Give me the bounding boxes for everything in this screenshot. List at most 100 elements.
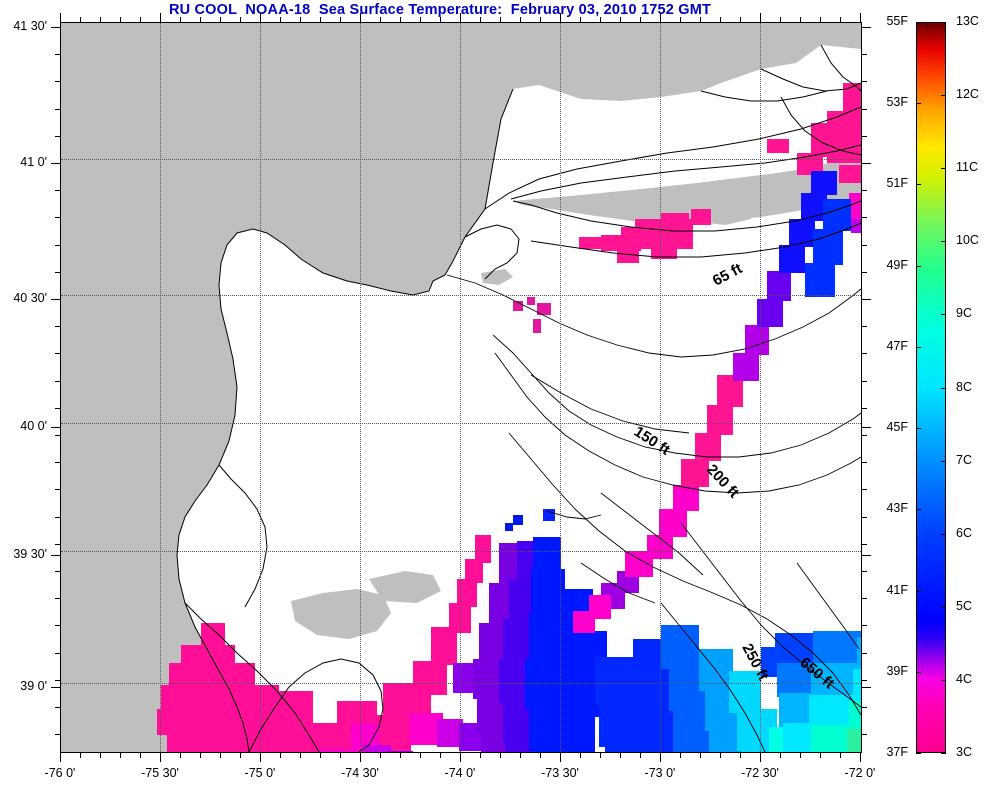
x-axis-minor-tick-top xyxy=(340,17,341,22)
y-axis-minor-tick xyxy=(55,326,60,327)
colorbar-tick-left xyxy=(916,509,921,510)
x-axis-tick xyxy=(260,753,261,762)
x-axis-minor-tick xyxy=(800,753,801,758)
x-axis-minor-tick-top xyxy=(420,17,421,22)
x-axis-label: -74 30' xyxy=(341,766,379,780)
x-axis-minor-tick xyxy=(300,753,301,758)
colorbar-tick-right xyxy=(941,388,946,389)
x-axis-minor-tick xyxy=(680,753,681,758)
y-axis-label: 41 0' xyxy=(20,155,47,169)
graticule-line xyxy=(61,683,861,684)
coastline-layer xyxy=(176,44,861,752)
colorbar-fahrenheit-label: 39F xyxy=(886,663,908,678)
y-axis-minor-tick xyxy=(55,190,60,191)
x-axis-minor-tick xyxy=(740,753,741,758)
y-axis-minor-tick-right xyxy=(862,598,867,599)
y-axis-minor-tick-right xyxy=(862,81,867,82)
colorbar-celsius-label: 4C xyxy=(956,671,972,686)
x-axis-minor-tick xyxy=(620,753,621,758)
colorbar-fahrenheit-label: 41F xyxy=(886,582,908,597)
x-axis-minor-tick xyxy=(240,753,241,758)
x-axis-minor-tick-top xyxy=(520,17,521,22)
x-axis-tick-top xyxy=(760,13,761,22)
colorbar-tick-left xyxy=(916,22,921,23)
colorbar-tick-left xyxy=(916,591,921,592)
x-axis-minor-tick xyxy=(840,753,841,758)
x-axis-tick-top xyxy=(160,13,161,22)
y-axis-minor-tick xyxy=(55,272,60,273)
x-axis-minor-tick xyxy=(280,753,281,758)
x-axis-minor-tick-top xyxy=(400,17,401,22)
x-axis-minor-tick xyxy=(380,753,381,758)
x-axis-tick-top xyxy=(660,13,661,22)
y-axis-minor-tick-right xyxy=(862,680,867,681)
y-axis-label: 39 0' xyxy=(20,679,47,693)
x-axis-minor-tick xyxy=(320,753,321,758)
x-axis-tick-top xyxy=(60,13,61,22)
y-axis-minor-tick xyxy=(55,136,60,137)
x-axis-minor-tick-top xyxy=(680,17,681,22)
x-axis-minor-tick-top xyxy=(140,17,141,22)
x-axis-minor-tick xyxy=(780,753,781,758)
graticule-line xyxy=(61,159,861,160)
x-axis-minor-tick xyxy=(820,753,821,758)
x-axis-minor-tick-top xyxy=(600,17,601,22)
colorbar-tick-right xyxy=(941,22,946,23)
y-axis-minor-tick xyxy=(55,408,60,409)
y-axis-minor-tick xyxy=(55,734,60,735)
colorbar-tick-left xyxy=(916,347,921,348)
y-axis-tick xyxy=(51,687,60,688)
y-axis-minor-tick xyxy=(55,517,60,518)
colorbar-celsius-label: 12C xyxy=(956,87,979,102)
colorbar-tick-left xyxy=(916,103,921,104)
x-axis-minor-tick-top xyxy=(800,17,801,22)
colorbar-celsius-label: 3C xyxy=(956,745,972,759)
x-axis-minor-tick-top xyxy=(780,17,781,22)
y-axis-minor-tick xyxy=(55,54,60,55)
x-axis-tick-top xyxy=(860,13,861,22)
y-axis-minor-tick-right xyxy=(862,190,867,191)
colorbar-celsius-label: 11C xyxy=(956,160,979,175)
y-axis-tick xyxy=(51,299,60,300)
x-axis-label: -76 0' xyxy=(44,766,76,780)
x-axis-minor-tick-top xyxy=(280,17,281,22)
y-axis-label: 40 0' xyxy=(20,419,47,433)
x-axis-minor-tick-top xyxy=(640,17,641,22)
x-axis-label: -72 30' xyxy=(741,766,779,780)
colorbar-tick-left xyxy=(916,672,921,673)
y-axis-minor-tick xyxy=(55,598,60,599)
x-axis-minor-tick-top xyxy=(700,17,701,22)
y-axis-tick xyxy=(51,27,60,28)
graticule-line xyxy=(260,23,261,752)
x-axis-minor-tick-top xyxy=(320,17,321,22)
y-axis-tick-right xyxy=(862,299,871,300)
y-axis-label: 41 30' xyxy=(13,19,47,33)
y-axis-minor-tick-right xyxy=(862,109,867,110)
x-axis-tick xyxy=(360,753,361,762)
colorbar-fahrenheit-label: 45F xyxy=(886,420,908,435)
y-axis-label: 40 30' xyxy=(13,291,47,305)
y-axis-minor-tick xyxy=(55,435,60,436)
colorbar-tick-right xyxy=(941,607,946,608)
x-axis-minor-tick-top xyxy=(500,17,501,22)
x-axis-label: -75 0' xyxy=(244,766,276,780)
y-axis-minor-tick-right xyxy=(862,653,867,654)
y-axis-minor-tick-right xyxy=(862,571,867,572)
x-axis-minor-tick xyxy=(580,753,581,758)
colorbar-tick-right xyxy=(941,241,946,242)
x-axis-minor-tick xyxy=(640,753,641,758)
x-axis-minor-tick-top xyxy=(220,17,221,22)
x-axis-minor-tick xyxy=(200,753,201,758)
y-axis-tick-right xyxy=(862,427,871,428)
colorbar-fahrenheit-label: 37F xyxy=(886,745,908,759)
x-axis-minor-tick xyxy=(720,753,721,758)
map-plot-area[interactable]: 65 ft 150 ft 200 ft 250 ft 650 ft xyxy=(60,22,862,753)
x-axis-minor-tick xyxy=(140,753,141,758)
y-axis-label: 39 30' xyxy=(13,547,47,561)
colorbar-celsius-label: 7C xyxy=(956,452,972,467)
x-axis-minor-tick-top xyxy=(300,17,301,22)
y-axis-minor-tick xyxy=(55,625,60,626)
x-axis-minor-tick xyxy=(540,753,541,758)
colorbar-celsius-label: 9C xyxy=(956,306,972,321)
x-axis-minor-tick-top xyxy=(100,17,101,22)
